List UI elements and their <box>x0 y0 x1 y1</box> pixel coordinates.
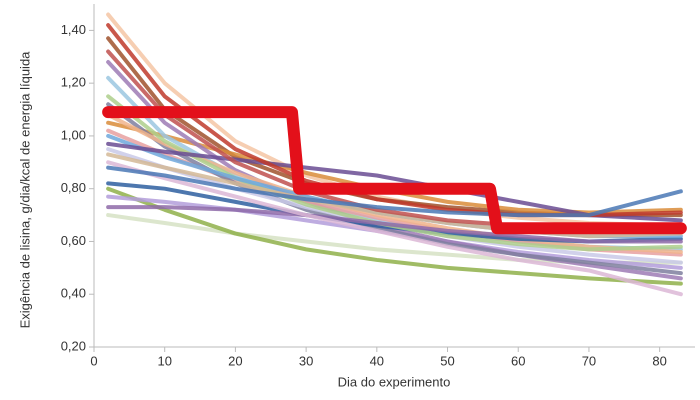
x-tick-label: 40 <box>370 353 384 368</box>
y-tick-label: 0,20 <box>61 338 86 353</box>
x-tick-label: 20 <box>228 353 242 368</box>
data-line <box>106 141 683 223</box>
y-axis-label: Exigência de lisina, g/dia/kcal de energ… <box>17 51 32 329</box>
data-line <box>102 106 687 235</box>
y-tick-label: 0,80 <box>61 180 86 195</box>
y-tick-label: 1,40 <box>61 22 86 37</box>
y-tick-label: 0,60 <box>61 233 86 248</box>
data-line <box>106 152 683 239</box>
x-tick-label: 30 <box>299 353 313 368</box>
x-tick-label: 50 <box>440 353 454 368</box>
y-tick-label: 1,20 <box>61 75 86 90</box>
x-axis-label: Dia do experimento <box>338 374 451 389</box>
data-line <box>106 12 683 228</box>
y-tick-label: 1,00 <box>61 127 86 142</box>
x-tick-label: 0 <box>90 353 97 368</box>
data-line <box>106 205 683 244</box>
data-line <box>106 186 683 286</box>
data-line <box>106 160 683 297</box>
y-tick-label: 0,40 <box>61 286 86 301</box>
x-tick-label: 70 <box>582 353 596 368</box>
x-tick-label: 80 <box>652 353 666 368</box>
data-line <box>106 102 683 276</box>
x-tick-label: 10 <box>157 353 171 368</box>
x-tick-label: 60 <box>511 353 525 368</box>
data-line <box>106 165 683 218</box>
